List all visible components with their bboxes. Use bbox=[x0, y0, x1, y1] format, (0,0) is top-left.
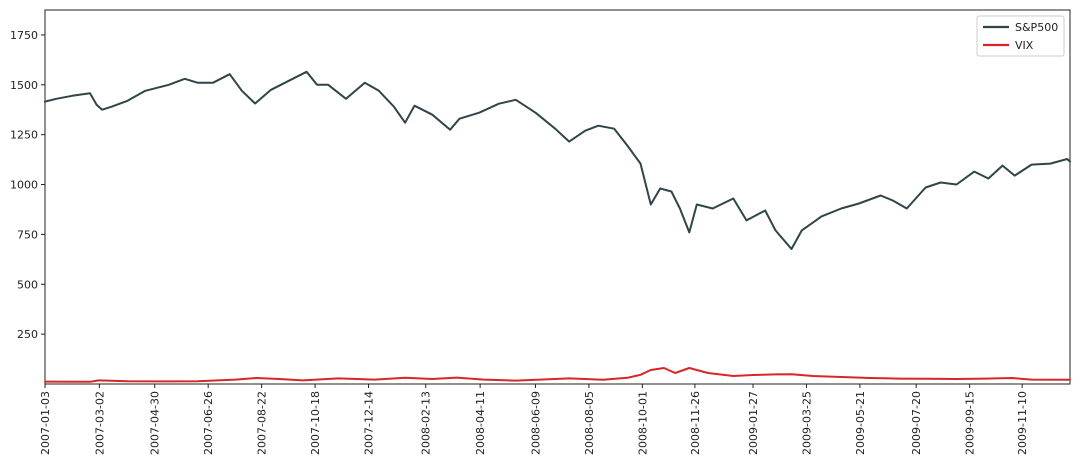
x-tick-label-4: 2007-08-22 bbox=[256, 391, 269, 455]
y-tick-label-6: 1750 bbox=[10, 29, 38, 42]
x-tick-label-10: 2008-08-05 bbox=[583, 391, 596, 455]
y-tick-label-4: 1250 bbox=[10, 129, 38, 142]
x-tick-label-18: 2009-11-10 bbox=[1016, 391, 1029, 455]
x-tick-label-11: 2008-10-01 bbox=[636, 391, 649, 455]
y-tick-label-1: 500 bbox=[17, 278, 38, 291]
y-tick-label-5: 1500 bbox=[10, 79, 38, 92]
y-tick-label-2: 750 bbox=[17, 228, 38, 241]
series-line-vix bbox=[44, 367, 1071, 383]
plot-area bbox=[44, 9, 1071, 385]
y-tick-label-0: 250 bbox=[17, 328, 38, 341]
legend-label-vix: VIX bbox=[1015, 39, 1034, 52]
x-tick-label-17: 2009-09-15 bbox=[964, 391, 977, 455]
x-axis: 2007-01-03 2007-03-02 2007-04-30 2007-06-26… bbox=[39, 384, 1029, 455]
x-tick-label-7: 2008-02-13 bbox=[420, 391, 433, 455]
x-tick-label-2: 2007-04-30 bbox=[149, 391, 162, 455]
x-tick-label-5: 2007-10-18 bbox=[309, 391, 322, 455]
y-axis: 250 500 750 1000 1250 1500 1750 bbox=[10, 29, 45, 341]
x-tick-label-8: 2008-04-11 bbox=[474, 391, 487, 455]
x-tick-label-12: 2008-11-26 bbox=[689, 391, 702, 455]
x-tick-label-13: 2009-01-27 bbox=[747, 391, 760, 455]
x-tick-label-16: 2009-07-20 bbox=[910, 391, 923, 455]
x-tick-label-6: 2007-12-14 bbox=[363, 391, 376, 455]
legend: S&P500 VIX bbox=[976, 15, 1065, 57]
series-layer bbox=[44, 70, 1071, 383]
x-tick-label-0: 2007-01-03 bbox=[39, 391, 52, 455]
series-line-sp500 bbox=[44, 70, 1071, 250]
legend-label-sp500: S&P500 bbox=[1015, 21, 1058, 34]
x-tick-label-14: 2009-03-25 bbox=[800, 391, 813, 455]
x-tick-label-1: 2007-03-02 bbox=[93, 391, 106, 455]
y-tick-label-3: 1000 bbox=[10, 179, 38, 192]
x-tick-label-9: 2008-06-09 bbox=[529, 391, 542, 455]
x-tick-label-15: 2009-05-21 bbox=[854, 391, 867, 455]
x-tick-label-3: 2007-06-26 bbox=[202, 391, 215, 455]
